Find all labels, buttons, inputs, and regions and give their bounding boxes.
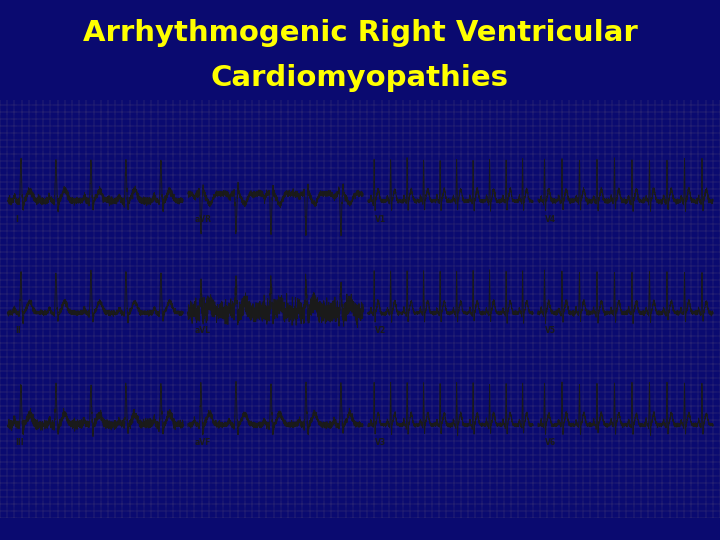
Text: V2: V2	[375, 327, 386, 335]
Text: V4: V4	[545, 214, 556, 224]
Text: aVR: aVR	[195, 214, 212, 224]
Text: I: I	[15, 214, 18, 224]
Text: V1: V1	[375, 214, 386, 224]
Text: aVL: aVL	[195, 327, 211, 335]
Text: Cardiomyopathies: Cardiomyopathies	[211, 64, 509, 92]
Text: II: II	[15, 327, 21, 335]
Text: V6: V6	[545, 438, 556, 448]
Text: III: III	[15, 438, 24, 448]
Text: V3: V3	[375, 438, 386, 448]
Text: V5: V5	[545, 327, 556, 335]
Text: aVF: aVF	[195, 438, 212, 448]
Text: Arrhythmogenic Right Ventricular: Arrhythmogenic Right Ventricular	[83, 19, 637, 47]
